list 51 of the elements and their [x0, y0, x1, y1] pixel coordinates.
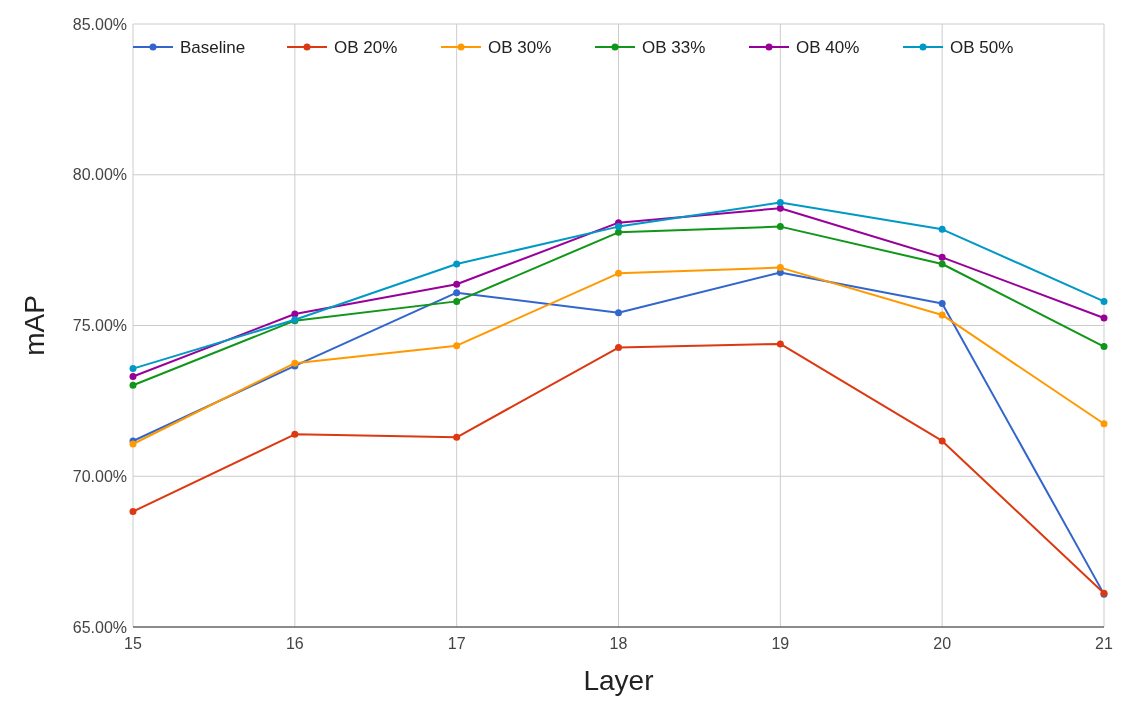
point [1100, 297, 1108, 305]
legend-label: OB 40% [796, 37, 860, 57]
point [938, 311, 946, 319]
point [129, 381, 137, 389]
x-axis-title: Layer [583, 665, 654, 696]
legend-label: OB 20% [334, 37, 398, 57]
point [938, 253, 946, 261]
legend-label: OB 33% [642, 37, 706, 57]
x-tick-label: 20 [933, 635, 952, 652]
legend-label: OB 50% [950, 37, 1014, 57]
x-tick-label: 18 [609, 635, 628, 652]
point [938, 260, 946, 268]
y-tick-label: 85.00% [72, 15, 127, 33]
x-tick-label: 17 [447, 635, 466, 652]
point [615, 269, 622, 277]
point [776, 264, 784, 272]
point [938, 299, 946, 307]
point [291, 430, 299, 438]
point [453, 297, 461, 305]
point [1100, 420, 1108, 428]
x-tick-label: 16 [285, 635, 304, 652]
point [129, 365, 137, 373]
point [453, 342, 461, 350]
point [453, 260, 461, 268]
x-tick-label: 19 [771, 635, 790, 652]
point [938, 437, 946, 445]
point [776, 198, 784, 206]
y-tick-label: 75.00% [72, 317, 127, 335]
point [129, 508, 137, 516]
point [129, 372, 137, 380]
point [776, 204, 784, 212]
point [615, 344, 622, 352]
point [1100, 314, 1108, 322]
point [938, 225, 946, 233]
y-tick-label: 80.00% [72, 166, 127, 184]
y-axis-title: mAP [19, 295, 50, 356]
y-tick-label: 70.00% [72, 467, 127, 485]
point [615, 309, 622, 317]
x-tick-label: 15 [124, 635, 142, 652]
point [453, 289, 461, 297]
point [776, 223, 784, 231]
legend-label: Baseline [180, 37, 246, 57]
point [615, 223, 622, 231]
y-tick-label: 65.00% [72, 618, 127, 636]
point [1100, 343, 1108, 351]
point [453, 433, 461, 441]
point [453, 280, 461, 288]
point [776, 340, 784, 348]
legend-label: OB 30% [488, 37, 552, 57]
x-tick-label: 21 [1095, 635, 1113, 652]
point [615, 228, 622, 236]
